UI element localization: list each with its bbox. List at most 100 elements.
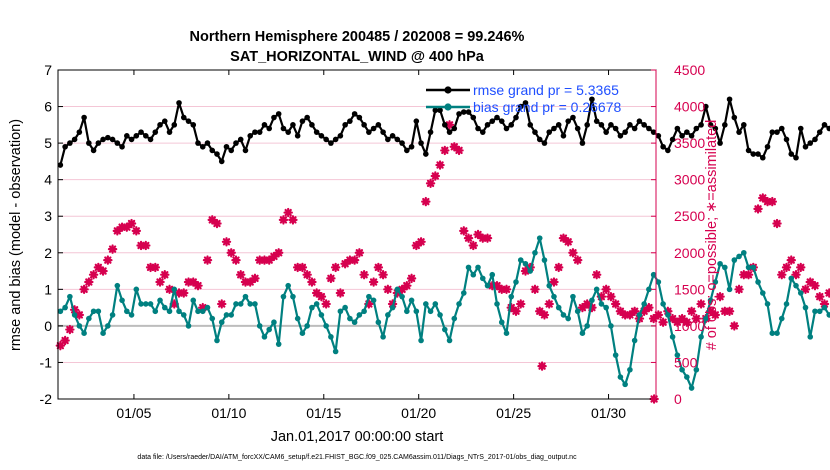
bias-point bbox=[233, 301, 239, 307]
bias-point bbox=[356, 312, 363, 318]
rmse-point bbox=[318, 133, 325, 139]
legend-label-bias: bias grand pr = 0.26678 bbox=[473, 99, 621, 115]
bias-point bbox=[427, 308, 434, 315]
bias-point bbox=[460, 290, 467, 296]
obs-point bbox=[88, 270, 99, 280]
obs-point bbox=[330, 262, 341, 273]
rmse-point bbox=[764, 143, 771, 150]
obs-point bbox=[212, 218, 222, 229]
rmse-point bbox=[266, 125, 272, 132]
bias-point bbox=[698, 334, 704, 340]
obs-point bbox=[715, 291, 725, 302]
obs-point bbox=[729, 321, 740, 331]
rmse-point bbox=[427, 129, 434, 135]
rmse-point bbox=[451, 125, 458, 132]
obs-point bbox=[644, 302, 654, 313]
obs-point bbox=[402, 280, 412, 291]
bias-point bbox=[451, 315, 458, 322]
bias-point bbox=[128, 312, 135, 318]
bias-point bbox=[114, 282, 121, 289]
bias-point bbox=[579, 330, 586, 337]
rmse-point bbox=[513, 114, 519, 121]
rmse-point bbox=[517, 103, 524, 110]
rmse-point bbox=[442, 122, 448, 128]
obs-point bbox=[563, 237, 573, 247]
rmse-point bbox=[475, 125, 481, 132]
obs-point bbox=[743, 270, 754, 280]
obs-point bbox=[658, 317, 668, 327]
bias-point bbox=[508, 293, 515, 300]
bias-point bbox=[252, 301, 258, 307]
bias-point bbox=[726, 286, 733, 293]
bias-point bbox=[62, 304, 68, 311]
bias-point bbox=[589, 297, 595, 304]
rmse-point bbox=[479, 129, 486, 135]
obs-point bbox=[202, 255, 213, 265]
bias-point bbox=[669, 334, 676, 340]
obs-point bbox=[606, 291, 616, 302]
series-rmse bbox=[57, 96, 830, 168]
rmse-point bbox=[555, 122, 562, 128]
rmse-point bbox=[489, 118, 496, 124]
rmse-point bbox=[233, 140, 239, 146]
rmse-point bbox=[161, 118, 168, 124]
x-tick-label: 01/30 bbox=[591, 405, 626, 421]
obs-point bbox=[278, 215, 289, 225]
bias-point bbox=[351, 319, 358, 326]
obs-point bbox=[179, 288, 189, 298]
obs-point bbox=[193, 280, 203, 291]
rmse-point bbox=[612, 125, 619, 132]
bias-point bbox=[133, 286, 140, 293]
obs-point bbox=[501, 284, 512, 295]
rmse-point bbox=[209, 147, 216, 154]
rmse-point bbox=[693, 125, 700, 132]
legend-item-rmse: rmse grand pr = 5.3365 bbox=[426, 82, 619, 98]
rmse-point bbox=[712, 125, 719, 132]
right-tick-label: 1000 bbox=[674, 318, 705, 334]
bias-point bbox=[764, 301, 771, 307]
right-tick-label: 0 bbox=[674, 391, 682, 407]
bias-point bbox=[138, 301, 144, 307]
rmse-point bbox=[67, 140, 73, 146]
rmse-point bbox=[309, 122, 315, 128]
bias-point bbox=[688, 385, 695, 391]
rmse-point bbox=[669, 136, 676, 143]
obs-point bbox=[539, 310, 550, 320]
obs-point bbox=[226, 248, 236, 258]
obs-point bbox=[791, 270, 801, 280]
bias-point bbox=[442, 326, 448, 333]
right-tick-label: 1500 bbox=[674, 281, 705, 297]
series-bias bbox=[57, 235, 830, 391]
bias-point bbox=[475, 264, 481, 271]
obs-point bbox=[781, 262, 792, 273]
bias-point bbox=[185, 323, 192, 329]
obs-point bbox=[601, 284, 611, 295]
obs-point bbox=[516, 299, 526, 309]
obs-point bbox=[150, 262, 160, 273]
rmse-point bbox=[81, 114, 87, 121]
obs-point bbox=[406, 273, 417, 284]
rmse-point bbox=[76, 129, 83, 135]
bias-point bbox=[223, 312, 230, 318]
rmse-point bbox=[807, 140, 814, 146]
rmse-point bbox=[218, 158, 225, 165]
bias-point bbox=[479, 275, 486, 282]
y-tick-label: -2 bbox=[40, 391, 53, 407]
rmse-point bbox=[356, 114, 363, 121]
obs-point bbox=[511, 306, 521, 316]
obs-point bbox=[326, 273, 336, 284]
rmse-point bbox=[484, 122, 491, 128]
bias-point bbox=[821, 304, 828, 311]
bias-point bbox=[385, 312, 391, 318]
rmse-point bbox=[589, 96, 595, 103]
rmse-point bbox=[508, 122, 515, 128]
bias-point bbox=[646, 286, 652, 293]
rmse-point bbox=[62, 143, 68, 150]
rmse-point bbox=[446, 129, 453, 135]
y-tick-label: 1 bbox=[44, 281, 52, 297]
rmse-point bbox=[394, 136, 401, 143]
rmse-point bbox=[252, 129, 258, 135]
obs-point bbox=[800, 284, 811, 295]
y-tick-label: 7 bbox=[44, 62, 52, 78]
